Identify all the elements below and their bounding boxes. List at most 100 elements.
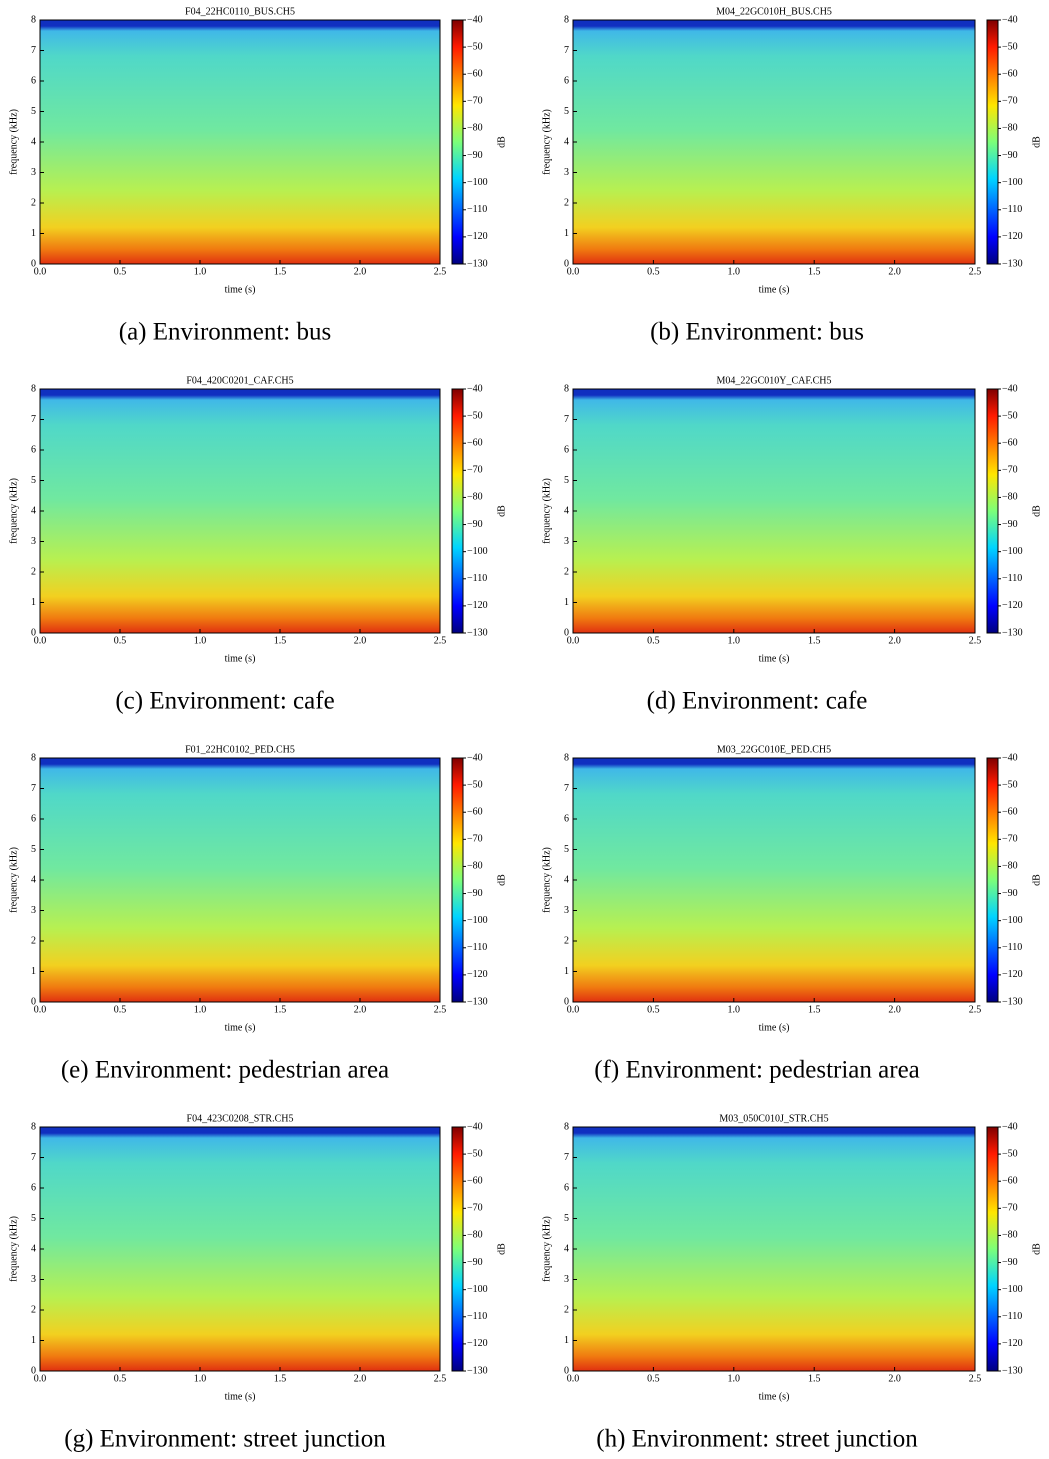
x-tick-label: 0.5 xyxy=(647,1004,660,1015)
colorbar-tick-label: −50 xyxy=(467,779,483,790)
x-tick-label: 0.0 xyxy=(34,1373,47,1384)
y-tick-label: 3 xyxy=(564,536,569,547)
colorbar-tick-label: −90 xyxy=(1002,519,1018,530)
y-tick-label: 0 xyxy=(564,258,569,269)
y-tick-label: 5 xyxy=(31,106,36,117)
chart-title: M04_22GC010H_BUS.CH5 xyxy=(716,6,832,17)
colorbar-tick-label: −40 xyxy=(467,752,483,763)
colorbar-tick-label: −120 xyxy=(1002,600,1023,611)
x-tick-label: 0.5 xyxy=(114,635,127,646)
x-tick-label: 0.5 xyxy=(647,266,660,277)
y-tick-label: 4 xyxy=(564,505,569,516)
x-tick-label: 2.5 xyxy=(969,1004,982,1015)
colorbar-tick-label: −100 xyxy=(467,1284,488,1295)
colorbar-tick-label: −100 xyxy=(1002,1284,1023,1295)
colorbar-label: dB xyxy=(1031,136,1042,148)
colorbar-label: dB xyxy=(1031,1243,1042,1255)
spectrogram-image xyxy=(40,389,440,633)
x-tick-label: 0.0 xyxy=(34,635,47,646)
colorbar-tick-label: −70 xyxy=(467,834,483,845)
x-tick-label: 2.0 xyxy=(888,1004,901,1015)
colorbar-tick-label: −120 xyxy=(467,600,488,611)
y-tick-label: 8 xyxy=(31,14,36,25)
y-tick-label: 7 xyxy=(31,45,36,56)
y-tick-label: 1 xyxy=(564,228,569,239)
y-tick-label: 6 xyxy=(564,813,569,824)
y-tick-label: 4 xyxy=(31,1243,36,1254)
colorbar-tick-label: −120 xyxy=(1002,231,1023,242)
colorbar-tick-label: −80 xyxy=(467,492,483,503)
y-tick-label: 5 xyxy=(31,844,36,855)
colorbar-tick-label: −110 xyxy=(1002,573,1022,584)
colorbar-tick-label: −70 xyxy=(467,1203,483,1214)
colorbar-tick-label: −60 xyxy=(467,438,483,449)
x-tick-label: 2.5 xyxy=(969,635,982,646)
colorbar-tick-label: −40 xyxy=(467,1121,483,1132)
y-tick-label: 6 xyxy=(564,444,569,455)
x-tick-label: 2.0 xyxy=(888,266,901,277)
chart-title: F04_22HC0110_BUS.CH5 xyxy=(185,6,295,17)
y-tick-label: 5 xyxy=(564,475,569,486)
x-tick-label: 1.5 xyxy=(808,266,821,277)
x-tick-label: 2.0 xyxy=(354,266,367,277)
y-tick-label: 2 xyxy=(564,197,569,208)
x-tick-label: 2.5 xyxy=(969,1373,982,1384)
y-tick-label: 5 xyxy=(31,1213,36,1224)
x-tick-label: 1.5 xyxy=(808,635,821,646)
caption: (e) Environment: pedestrian area xyxy=(61,1057,389,1084)
colorbar-tick-label: −40 xyxy=(467,14,483,25)
y-tick-label: 2 xyxy=(564,935,569,946)
y-tick-label: 2 xyxy=(564,566,569,577)
y-tick-label: 0 xyxy=(564,1365,569,1376)
x-tick-label: 1.5 xyxy=(808,1373,821,1384)
y-tick-label: 5 xyxy=(564,1213,569,1224)
colorbar-tick-label: −40 xyxy=(1002,1121,1018,1132)
colorbar-tick-label: −50 xyxy=(1002,410,1018,421)
colorbar xyxy=(451,388,464,634)
colorbar-tick-label: −60 xyxy=(1002,438,1018,449)
colorbar-tick-label: −110 xyxy=(1002,1311,1022,1322)
chart-title: F04_420C0201_CAF.CH5 xyxy=(186,375,293,386)
colorbar-tick-label: −50 xyxy=(1002,779,1018,790)
colorbar-tick-label: −110 xyxy=(467,204,487,215)
y-tick-label: 1 xyxy=(564,966,569,977)
y-tick-label: 6 xyxy=(564,75,569,86)
colorbar-tick-label: −90 xyxy=(467,150,483,161)
x-axis-label: time (s) xyxy=(225,1022,256,1033)
y-tick-label: 5 xyxy=(564,106,569,117)
colorbar-tick-label: −70 xyxy=(1002,834,1018,845)
x-tick-label: 1.0 xyxy=(194,1373,207,1384)
y-axis-label: frequency (kHz) xyxy=(541,109,552,175)
colorbar-tick-label: −100 xyxy=(1002,546,1023,557)
caption: (b) Environment: bus xyxy=(650,319,864,346)
spectrogram-image xyxy=(573,20,975,264)
colorbar xyxy=(986,1126,999,1372)
colorbar xyxy=(986,19,999,265)
spectrogram-image xyxy=(40,1127,440,1371)
y-tick-label: 1 xyxy=(31,597,36,608)
colorbar-tick-label: −50 xyxy=(1002,1148,1018,1159)
chart-title: M04_22GC010Y_CAF.CH5 xyxy=(716,375,831,386)
y-tick-label: 8 xyxy=(564,1121,569,1132)
colorbar-tick-label: −130 xyxy=(1002,258,1023,269)
colorbar-label: dB xyxy=(496,874,507,886)
colorbar-tick-label: −110 xyxy=(467,1311,487,1322)
chart-title: M03_050C010J_STR.CH5 xyxy=(719,1113,828,1124)
colorbar-tick-label: −90 xyxy=(1002,888,1018,899)
colorbar-tick-label: −110 xyxy=(1002,942,1022,953)
x-tick-label: 1.0 xyxy=(194,266,207,277)
y-tick-label: 0 xyxy=(564,627,569,638)
colorbar-tick-label: −80 xyxy=(467,861,483,872)
y-axis-label: frequency (kHz) xyxy=(541,478,552,544)
x-tick-label: 2.5 xyxy=(969,266,982,277)
x-tick-label: 2.5 xyxy=(434,635,447,646)
colorbar-tick-label: −130 xyxy=(467,996,488,1007)
colorbar-tick-label: −100 xyxy=(1002,177,1023,188)
y-tick-label: 8 xyxy=(31,383,36,394)
y-tick-label: 0 xyxy=(31,996,36,1007)
y-tick-label: 5 xyxy=(564,844,569,855)
colorbar-tick-label: −40 xyxy=(1002,383,1018,394)
x-tick-label: 0.0 xyxy=(34,1004,47,1015)
chart-title: M03_22GC010E_PED.CH5 xyxy=(717,744,831,755)
